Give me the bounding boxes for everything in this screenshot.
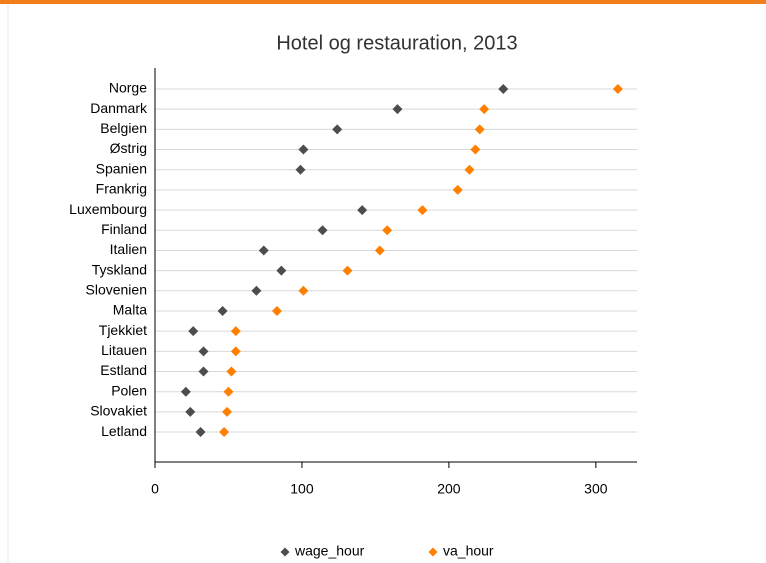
- dot: [230, 326, 241, 337]
- dot: [342, 265, 353, 276]
- dot: [222, 406, 233, 417]
- dot: [452, 184, 463, 195]
- dot: [298, 144, 309, 155]
- dot: [198, 346, 209, 357]
- y-tick-label: Frankrig: [96, 181, 147, 197]
- y-tick-label: Italien: [110, 241, 147, 257]
- y-tick-label: Danmark: [90, 100, 148, 116]
- dot: [382, 225, 393, 236]
- y-tick-label: Luxembourg: [69, 201, 147, 217]
- y-tick-label: Tyskland: [92, 261, 147, 277]
- y-tick-label: Slovakiet: [90, 403, 147, 419]
- dot: [180, 386, 191, 397]
- dot: [612, 84, 623, 94]
- dot: [226, 366, 237, 377]
- dot: [219, 427, 230, 438]
- dot: [251, 285, 262, 296]
- x-tick-label: 300: [584, 481, 608, 497]
- y-tick-label: Østrig: [110, 140, 147, 156]
- y-tick-label: Letland: [101, 423, 147, 439]
- dot: [479, 104, 490, 115]
- y-tick-label: Estland: [100, 362, 147, 378]
- chart-title: Hotel og restauration, 2013: [276, 32, 517, 54]
- x-tick-label: 0: [151, 481, 159, 497]
- dot: [417, 205, 428, 216]
- dot: [317, 225, 328, 236]
- dot: [185, 406, 196, 417]
- dot: [195, 427, 206, 438]
- dot: [188, 326, 199, 337]
- y-tick-label: Malta: [113, 302, 147, 318]
- dot: [498, 84, 509, 94]
- dot: [271, 305, 282, 316]
- dot: [470, 144, 481, 155]
- y-tick-label: Belgien: [100, 120, 147, 136]
- dot: [464, 164, 475, 175]
- y-tick-label: Slovenien: [86, 282, 148, 298]
- dot: [298, 285, 309, 296]
- y-tick-label: Tjekkiet: [99, 322, 147, 338]
- dot: [217, 305, 228, 316]
- dot: [276, 265, 287, 276]
- legend-label: va_hour: [443, 543, 494, 559]
- dot: [258, 245, 269, 256]
- dot: [357, 205, 368, 216]
- y-tick-label: Litauen: [101, 342, 147, 358]
- dot: [392, 104, 403, 115]
- dot: [474, 124, 485, 135]
- y-tick-label: Spanien: [96, 160, 147, 176]
- dot: [230, 346, 241, 357]
- dot: [223, 386, 234, 397]
- dot: [198, 366, 209, 377]
- legend-marker: [280, 547, 290, 557]
- x-tick-label: 200: [437, 481, 461, 497]
- legend-label: wage_hour: [294, 543, 365, 559]
- dot: [295, 164, 306, 175]
- dot: [332, 124, 343, 135]
- y-tick-label: Norge: [109, 80, 147, 96]
- y-tick-label: Polen: [111, 382, 147, 398]
- top-bar: [0, 0, 766, 4]
- x-tick-label: 100: [290, 481, 314, 497]
- legend-marker: [428, 547, 438, 557]
- dot: [374, 245, 385, 256]
- y-tick-label: Finland: [101, 221, 147, 237]
